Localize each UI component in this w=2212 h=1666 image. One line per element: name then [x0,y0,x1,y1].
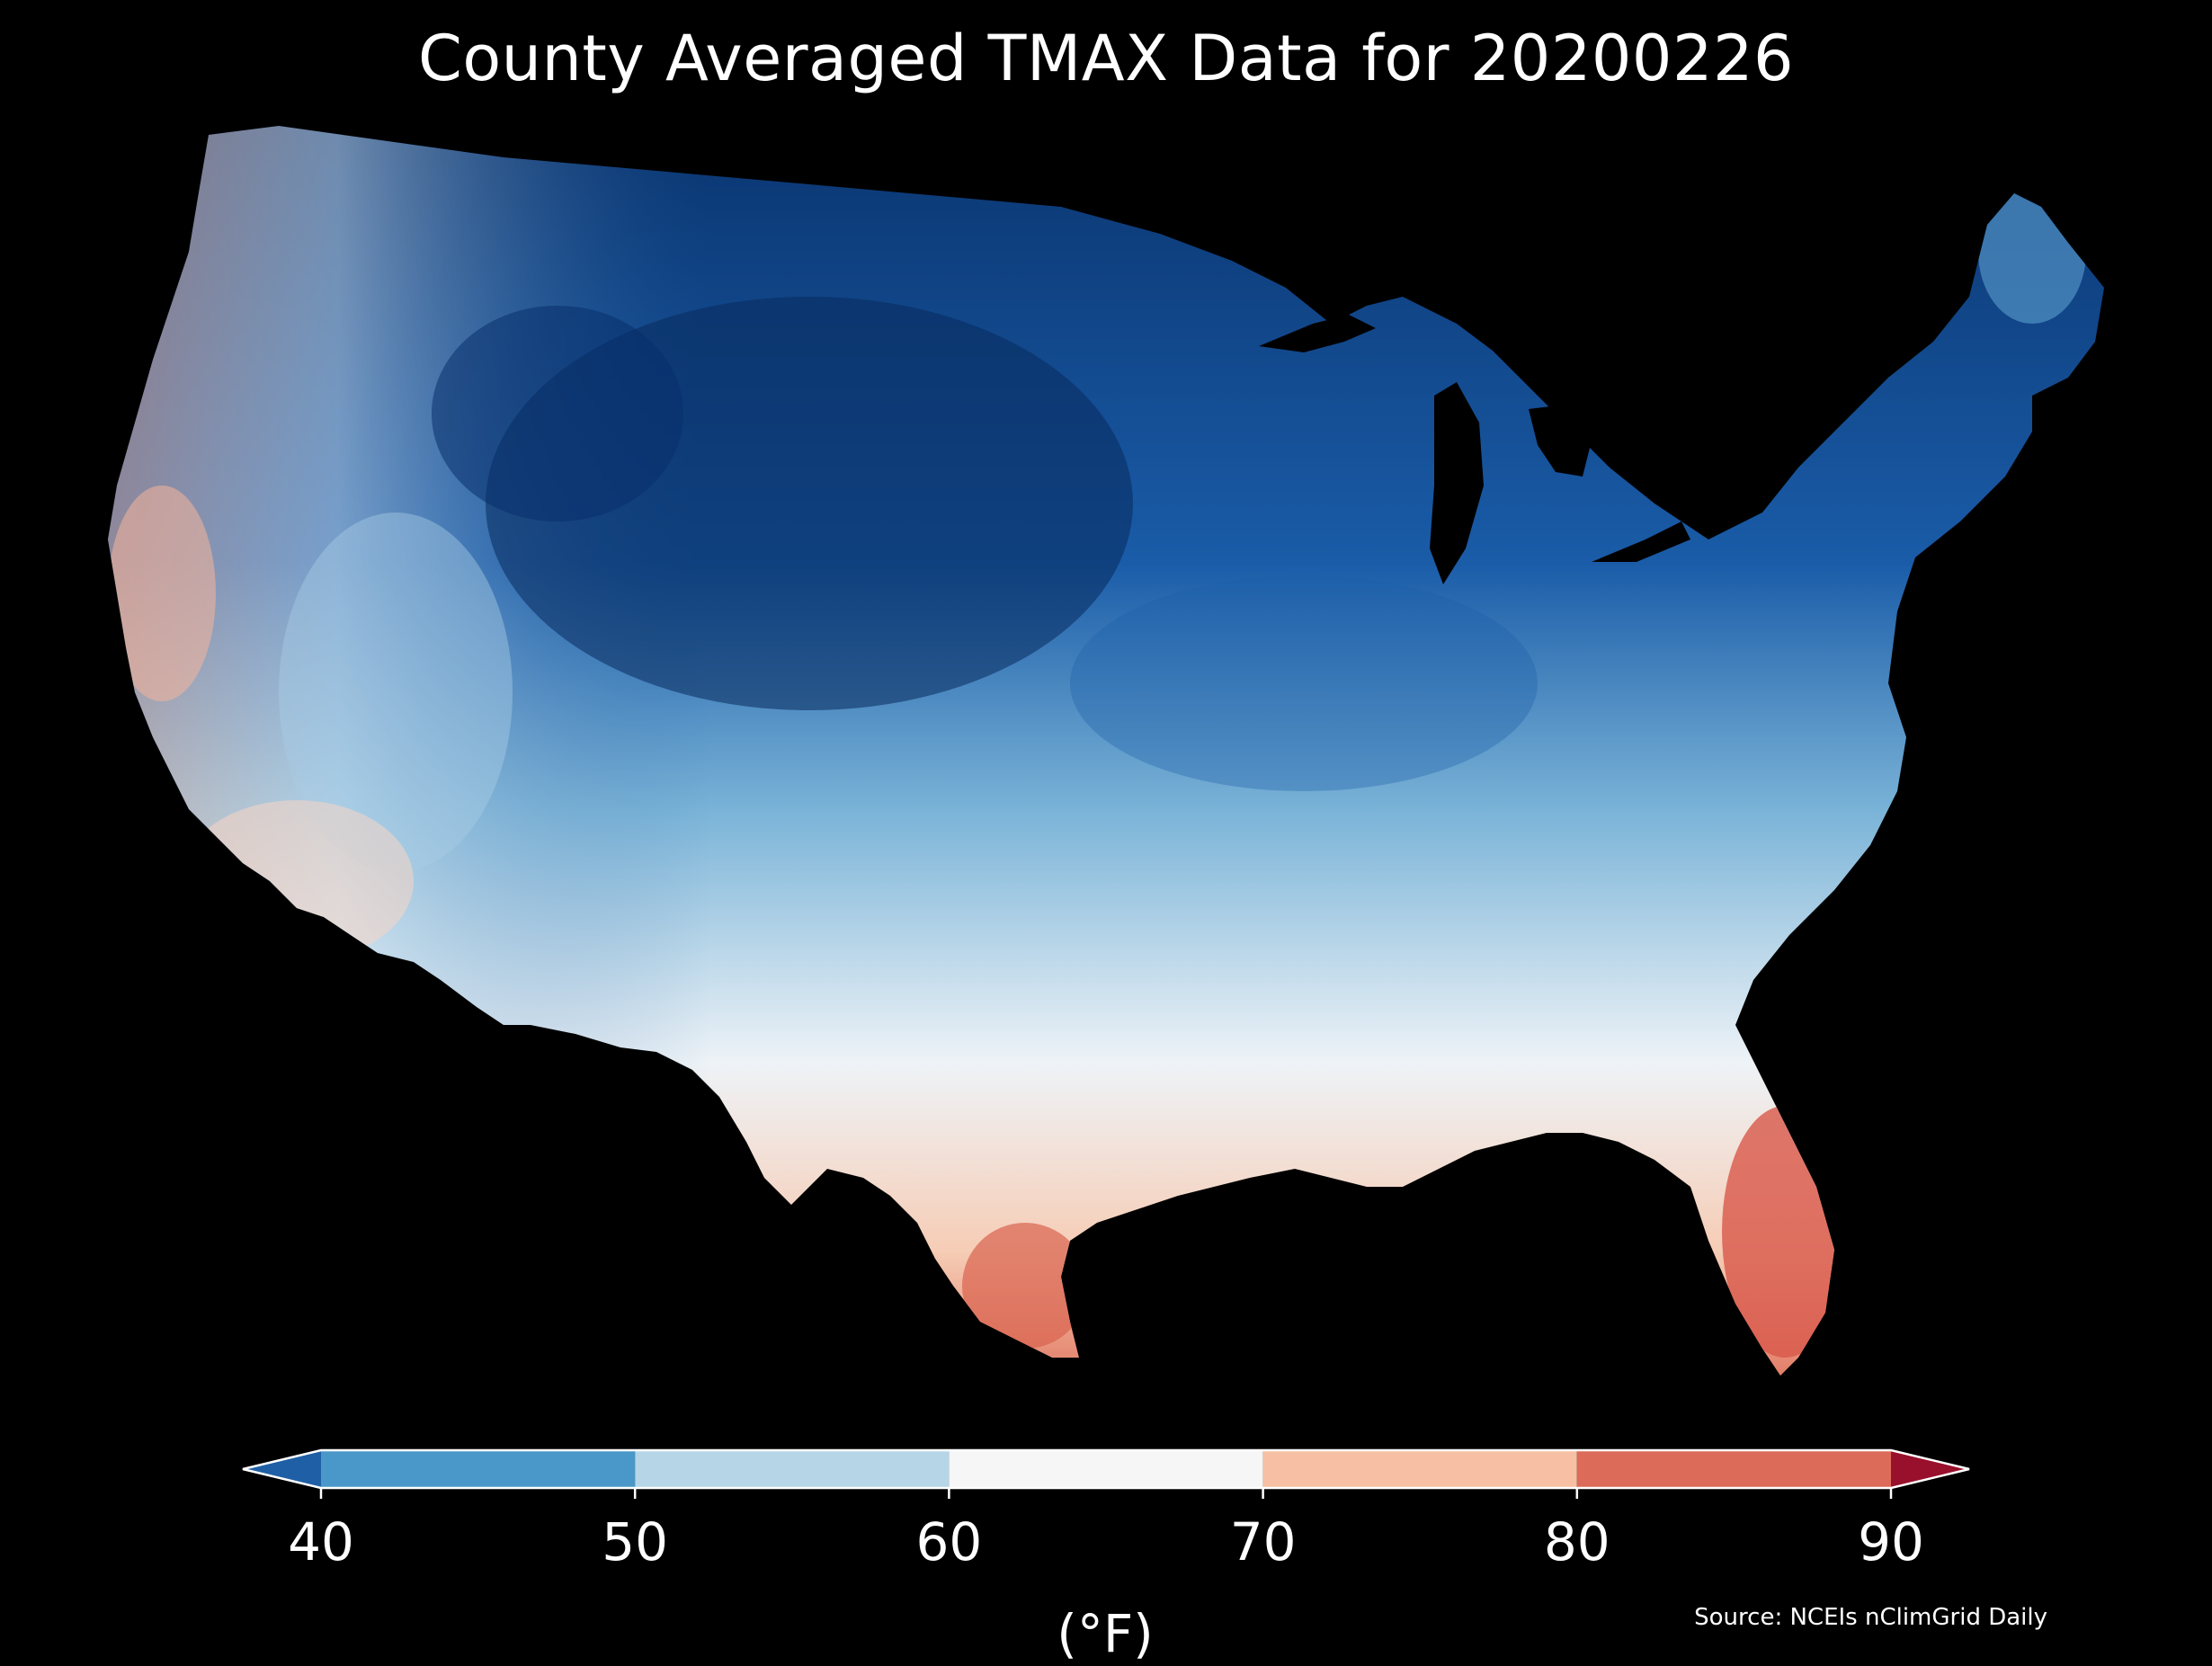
map-title: County Averaged TMAX Data for 20200226 [417,22,1795,95]
colorbar-bin-0 [321,1450,636,1488]
colorbar-bin-3 [1262,1450,1577,1488]
colorbar-bin-4 [1576,1450,1891,1488]
colorbar-low-extension [243,1450,321,1488]
colorbar-tick-label: 80 [1543,1511,1610,1572]
colorbar-unit-label: (°F) [1057,1603,1154,1664]
colorbar-tick-label: 70 [1229,1511,1297,1572]
colorbar-high-extension [1891,1450,1969,1488]
colorbar-tick-label: 60 [915,1511,983,1572]
colorbar-bin-2 [949,1450,1263,1488]
colorbar-bin-1 [635,1450,950,1488]
colorbar-tick-label: 90 [1858,1511,1924,1572]
source-credit: Source: NCEIs nClimGrid Daily [1694,1604,2047,1631]
colorbar-tick-label: 50 [602,1511,669,1572]
colorbar-tick-label: 40 [288,1511,354,1572]
